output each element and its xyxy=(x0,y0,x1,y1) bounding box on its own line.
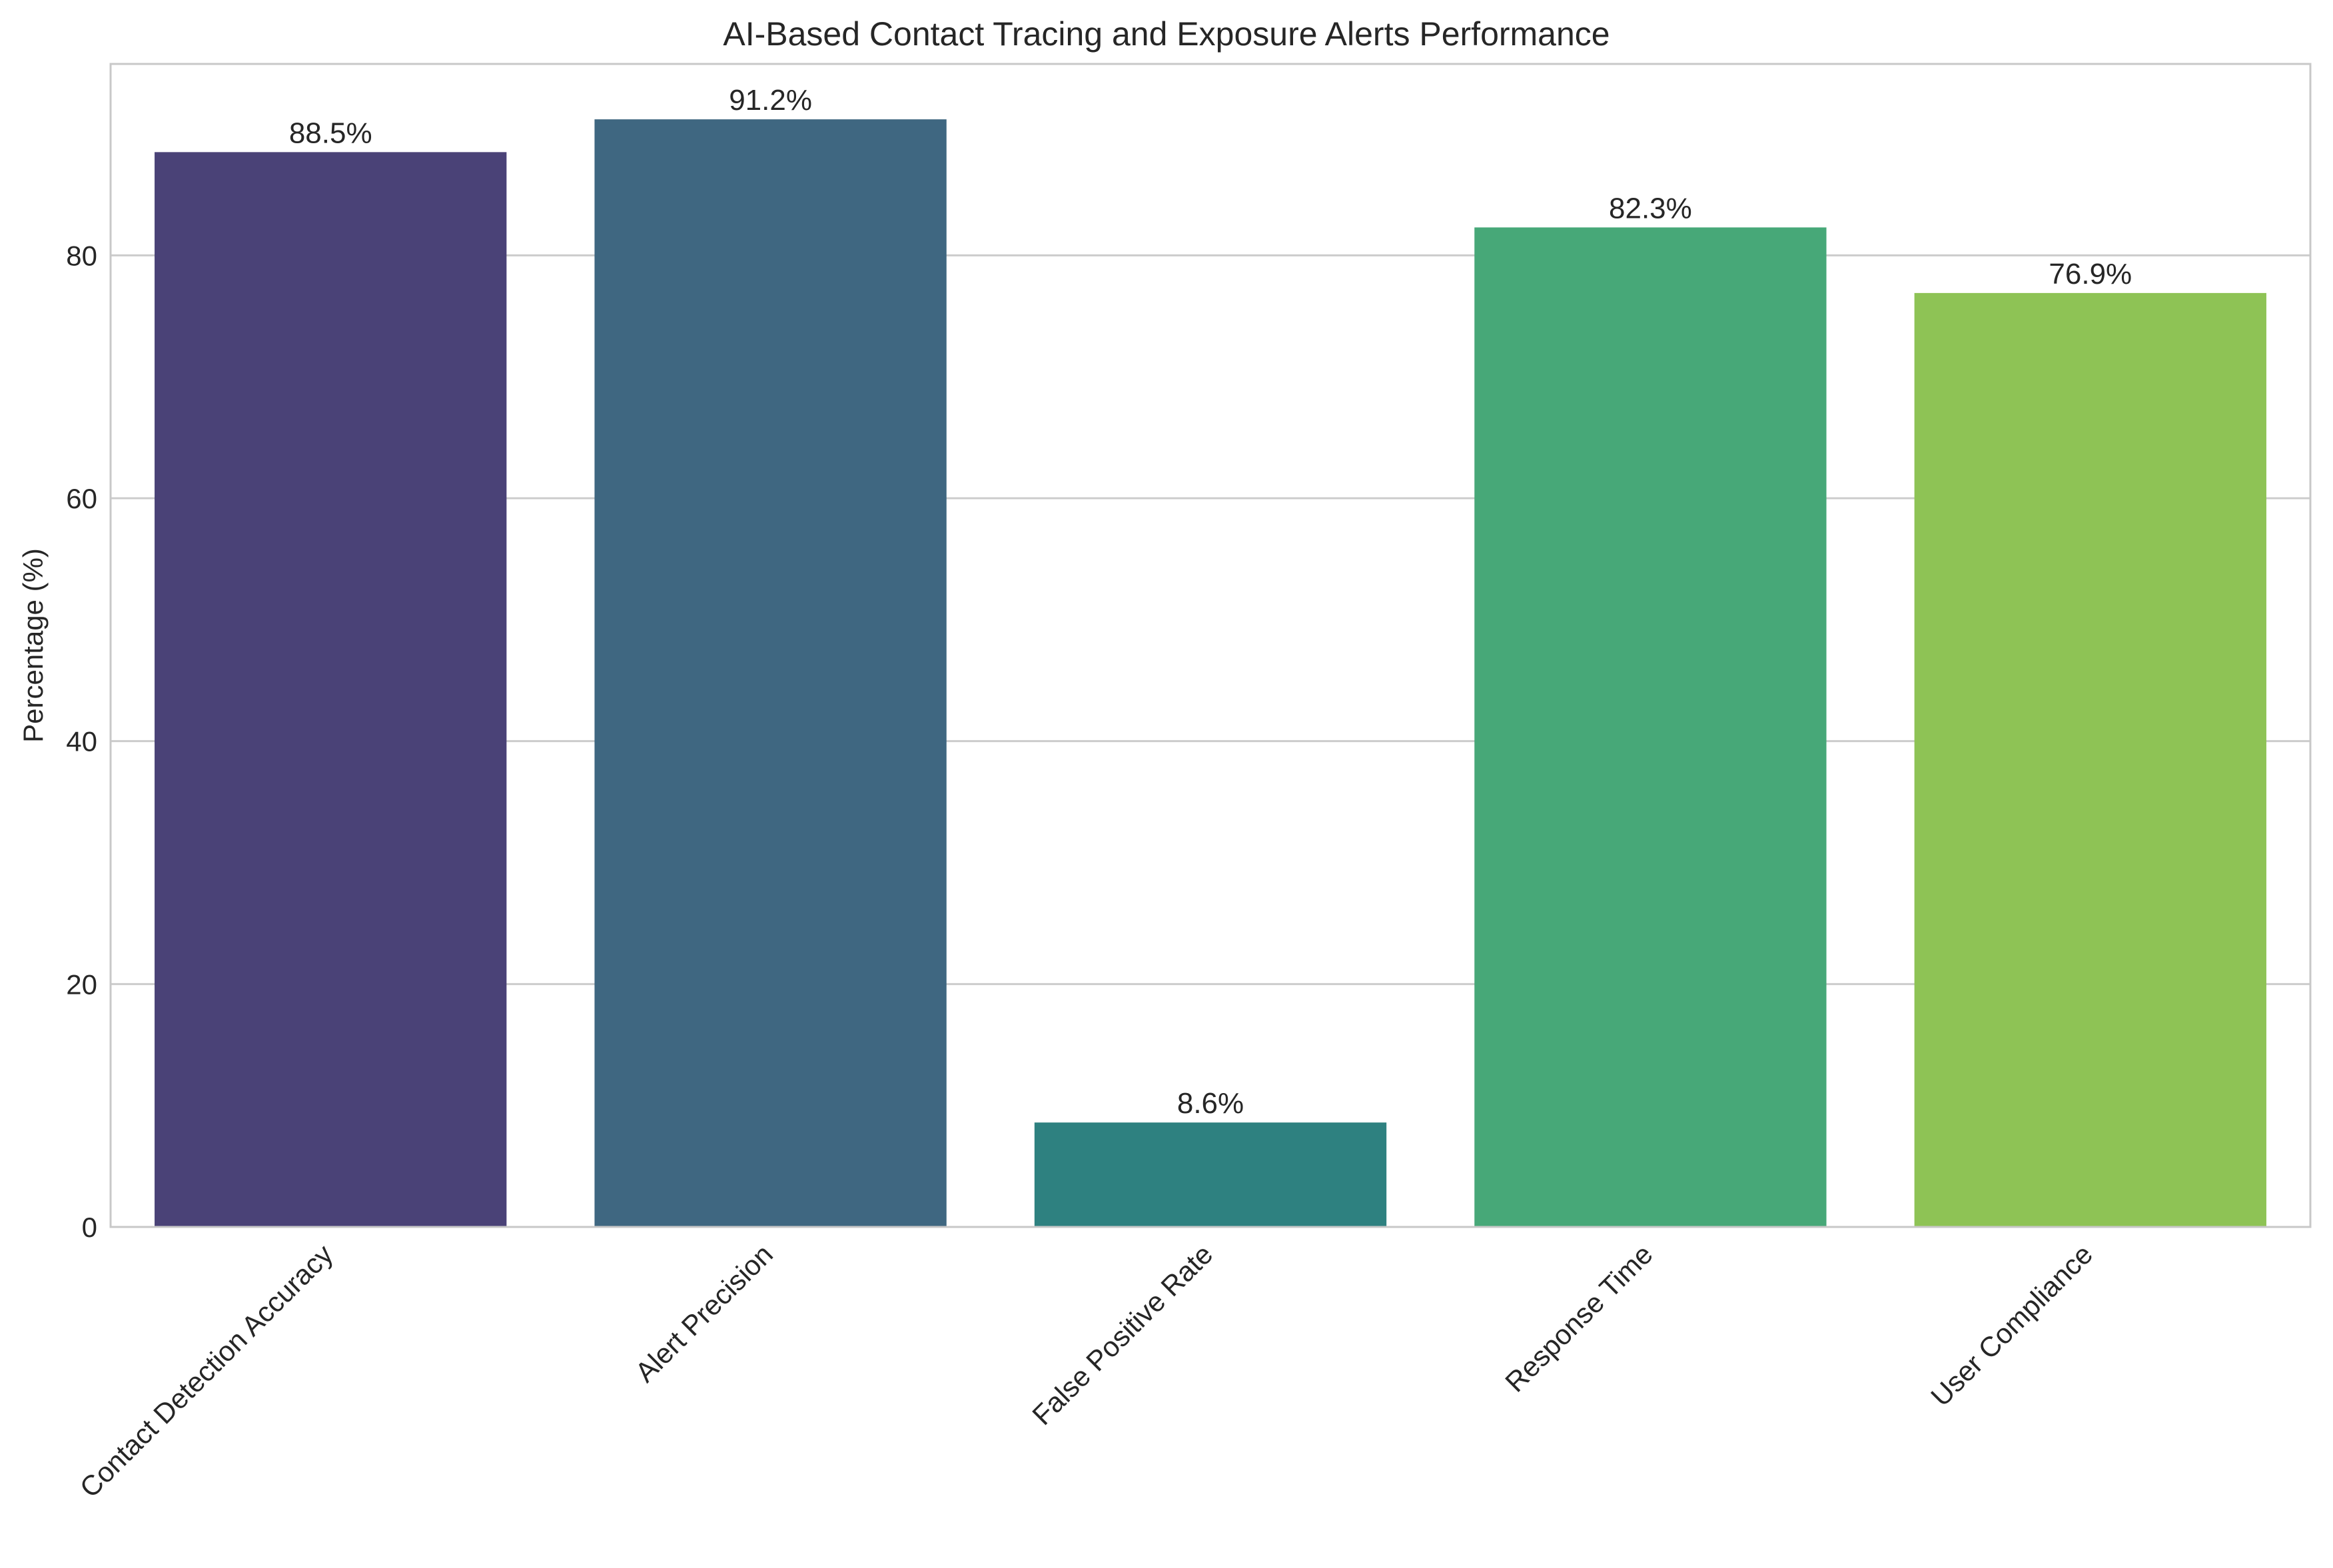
bar xyxy=(1034,1122,1387,1227)
plot-area-frame xyxy=(109,63,2312,1228)
data-labels: 88.5% 91.2% 8.6% 82.3% 76.9% xyxy=(289,84,2132,1120)
y-axis-ticks: 0 20 40 60 80 xyxy=(66,240,97,1243)
y-axis-label: Percentage (%) xyxy=(17,548,49,743)
bar-value-label: 88.5% xyxy=(289,117,372,149)
bar xyxy=(1474,227,1827,1228)
y-tick-label: 80 xyxy=(66,240,97,271)
y-tick-label: 0 xyxy=(82,1212,97,1243)
bars xyxy=(155,119,2266,1228)
bar xyxy=(1914,292,2266,1227)
y-tick-label: 60 xyxy=(66,483,97,514)
bar-value-label: 76.9% xyxy=(2049,258,2132,290)
bar-value-label: 8.6% xyxy=(1177,1087,1244,1120)
bar xyxy=(155,152,507,1227)
chart-title: AI-Based Contact Tracing and Exposure Al… xyxy=(723,15,1610,53)
bar-value-label: 82.3% xyxy=(1609,192,1692,224)
y-tick-label: 40 xyxy=(66,726,97,757)
bar xyxy=(594,119,947,1228)
y-tick-label: 20 xyxy=(66,969,97,1000)
bar-value-label: 91.2% xyxy=(729,84,812,117)
